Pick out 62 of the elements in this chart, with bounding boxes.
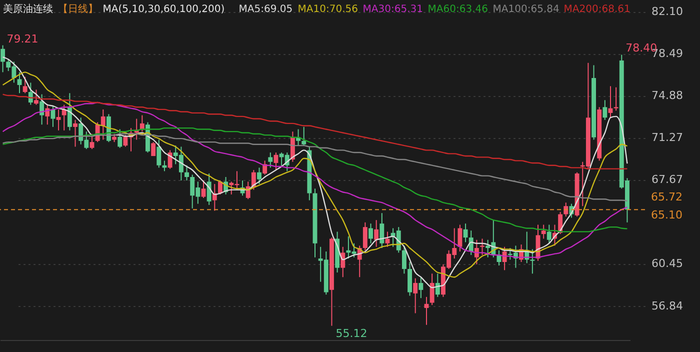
candlestick	[90, 133, 94, 150]
candlestick	[541, 224, 546, 240]
candlestick	[156, 139, 162, 168]
candlestick	[380, 212, 384, 249]
candlestick	[100, 108, 106, 140]
candlestick	[0, 44, 6, 73]
candlestick	[56, 108, 61, 131]
candlestick	[413, 278, 418, 314]
y-tick-label: 82.10	[652, 5, 683, 18]
y-tick-label: 67.67	[652, 173, 683, 186]
candlestick	[67, 92, 72, 131]
candlestick	[257, 167, 262, 184]
legend-title: MA(5,10,30,60,100,200)	[102, 4, 225, 15]
candlestick	[418, 276, 424, 299]
candlestick	[184, 164, 189, 181]
candlestick	[340, 246, 346, 278]
annotation: 55.12	[336, 326, 368, 340]
y-tick-label: 74.88	[652, 89, 683, 102]
candlestick	[268, 152, 273, 168]
candlestick	[151, 142, 156, 157]
y-tick-label: 56.84	[652, 299, 683, 312]
candlestick	[362, 222, 368, 251]
candlestick	[374, 220, 379, 248]
candlestick	[206, 172, 212, 206]
candlestick	[40, 94, 44, 126]
candlestick	[602, 100, 608, 120]
candlestick	[302, 126, 306, 146]
y-tick-label: 60.45	[652, 257, 683, 270]
candlestick	[201, 180, 206, 198]
candlestick	[62, 104, 66, 131]
candlestick	[546, 224, 552, 244]
candlestick	[408, 261, 412, 296]
candlestick	[463, 223, 468, 243]
annotation: 79.21	[6, 32, 38, 46]
candlestick	[480, 238, 484, 256]
text: MA5:69.05	[238, 4, 293, 15]
text: MA10:70.56	[298, 4, 358, 15]
candlestick	[385, 231, 390, 248]
candlestick	[368, 223, 373, 244]
candlestick	[402, 245, 406, 274]
candlestick	[430, 273, 434, 306]
chart-title: 美原油连续	[3, 3, 53, 15]
candlestick	[530, 248, 535, 274]
text: MA200:68.61	[564, 4, 630, 15]
candlestick	[17, 72, 22, 94]
text: MA30:65.31	[362, 4, 424, 15]
candlestick	[118, 128, 122, 148]
line-series	[2, 94, 628, 170]
candlestick	[22, 76, 28, 94]
candlestick	[168, 150, 172, 170]
text: 65.72	[651, 190, 682, 204]
candlestick	[458, 224, 462, 252]
chart-subtitle: 【日线】	[58, 3, 98, 15]
candlestick	[34, 89, 38, 106]
candlestick	[274, 152, 278, 170]
candlestick	[50, 105, 56, 128]
y-tick-label: 71.27	[652, 131, 683, 144]
ref-line-label: 65.10	[651, 208, 682, 222]
text: MA60:63.46	[428, 4, 488, 15]
candlestick	[614, 86, 618, 112]
candlestick	[73, 119, 78, 148]
text: MA100:65.84	[492, 4, 560, 15]
